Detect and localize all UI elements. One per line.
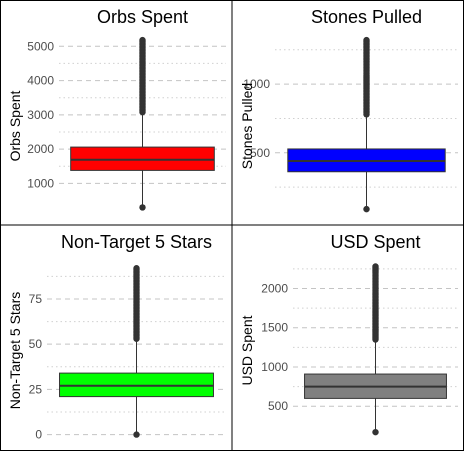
iqr-box	[70, 146, 215, 171]
y-axis-title: Orbs Spent	[7, 90, 23, 161]
chart-panel: 1000 2000 3000 4000 5000 Orbs Spent Orbs Spent	[7, 7, 226, 211]
outlier-point	[372, 336, 379, 343]
y-tick-label: 3000	[27, 108, 54, 122]
y-tick-label: 50	[29, 337, 43, 351]
panel-title: USD Spent	[330, 232, 420, 252]
y-tick-label: 5000	[27, 39, 54, 53]
y-tick-label: 1500	[261, 321, 288, 335]
y-axis-title: USD Spent	[239, 315, 255, 385]
y-axis-title: Non-Target 5 Stars	[7, 292, 23, 410]
outlier-point-low	[363, 205, 370, 213]
y-tick-label: 500	[250, 146, 270, 160]
y-tick-label: 25	[29, 382, 43, 396]
y-tick-label: 75	[29, 292, 43, 306]
y-tick-label: 2000	[27, 142, 54, 156]
outlier-point	[139, 108, 146, 116]
y-tick-label: 2000	[261, 281, 288, 295]
y-axis-title: Stones Pulled	[239, 83, 255, 169]
y-tick-label: 1000	[261, 360, 288, 374]
y-tick-label: 1000	[27, 176, 54, 190]
outlier-point-low	[372, 428, 379, 436]
outlier-point	[363, 111, 370, 118]
y-tick-label: 0	[35, 428, 42, 442]
outlier-point	[133, 335, 140, 342]
outlier-point-low	[139, 204, 146, 211]
y-tick-label: 4000	[27, 74, 54, 88]
y-tick-label: 1000	[243, 77, 270, 91]
chart-panel: 0 25 50 75 Non-Target 5 Stars Non-Target 5 St…	[7, 232, 226, 442]
panel-title: Stones Pulled	[311, 7, 422, 27]
y-tick-label: 500	[268, 399, 288, 413]
chart-panel: 500 1000 1500 2000 USD Spent USD Spent	[239, 232, 458, 436]
outlier-point-low	[133, 431, 140, 438]
panel-title: Non-Target 5 Stars	[61, 232, 212, 252]
panel-title: Orbs Spent	[97, 7, 188, 27]
